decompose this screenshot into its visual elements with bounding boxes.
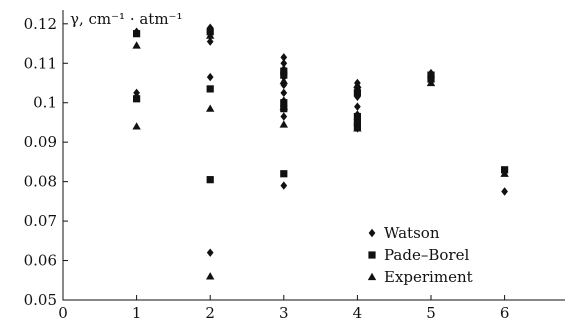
square-point [280,170,288,178]
diamond-point [206,248,214,257]
series-square [133,28,509,184]
legend-label: Watson [384,224,440,242]
x-tick-label: 2 [205,304,215,322]
legend-item: Watson [368,224,440,242]
triangle-point [279,102,288,110]
legend-diamond-icon [368,228,376,238]
diamond-point [280,112,288,121]
data-points [132,23,509,280]
y-axis-label: γ, cm⁻¹ · atm⁻¹ [70,10,183,28]
diamond-point [280,181,288,190]
series-triangle [132,31,509,280]
triangle-point [132,41,141,49]
diamond-point [501,187,508,196]
triangle-point [206,31,215,39]
legend-item: Pade–Borel [368,246,469,264]
y-tick-label: 0.06 [24,252,57,270]
legend-triangle-icon [367,272,377,281]
x-tick-label: 3 [279,304,289,322]
square-point [206,85,214,93]
legend-label: Pade–Borel [384,246,469,264]
diamond-point [280,88,288,98]
triangle-point [206,104,215,112]
axes [62,10,565,301]
triangle-point [279,76,288,85]
x-axis-ticks: 0123456N [58,295,510,322]
square-point [280,71,288,79]
square-point [206,176,214,184]
diamond-point [206,23,214,32]
triangle-point [500,169,509,177]
square-point [133,30,141,38]
legend-item: Experiment [367,268,473,286]
legend-square-icon [368,251,376,259]
x-tick-label: 1 [132,304,142,322]
y-tick-label: 0.1 [33,94,57,112]
y-tick-label: 0.07 [24,212,57,230]
diamond-point [354,102,361,111]
triangle-point [426,78,436,87]
square-point [353,112,361,121]
triangle-point [353,80,362,89]
y-tick-label: 0.11 [24,54,57,72]
y-tick-label: 0.09 [24,133,57,151]
triangle-point [206,272,215,280]
square-point [133,95,141,103]
diamond-point [280,80,288,90]
legend-label: Experiment [384,268,473,286]
x-tick-label: 4 [353,304,363,322]
square-point [280,67,288,75]
x-tick-label: 0 [58,304,68,322]
triangle-point [353,124,362,132]
diamond-point [280,53,288,62]
x-tick-label: 6 [500,304,510,322]
legend: Watson Pade–Borel Experiment [367,224,473,286]
diamond-point [280,59,288,68]
diamond-point [206,37,214,46]
plot-frame [62,10,565,301]
square-point [427,71,435,79]
square-point [353,118,361,127]
square-point [353,89,361,97]
triangle-point [279,120,288,128]
y-tick-label: 0.12 [24,15,57,33]
diamond-point [206,72,214,82]
triangle-point [132,122,141,130]
x-tick-label: 5 [426,304,436,322]
y-tick-label: 0.08 [24,173,57,191]
series-diamond [133,23,508,257]
y-tick-label: 0.05 [24,291,57,309]
y-axis-ticks: 0.05 0.06 0.07 0.08 0.09 0.1 0.11 0.12 [24,15,68,309]
